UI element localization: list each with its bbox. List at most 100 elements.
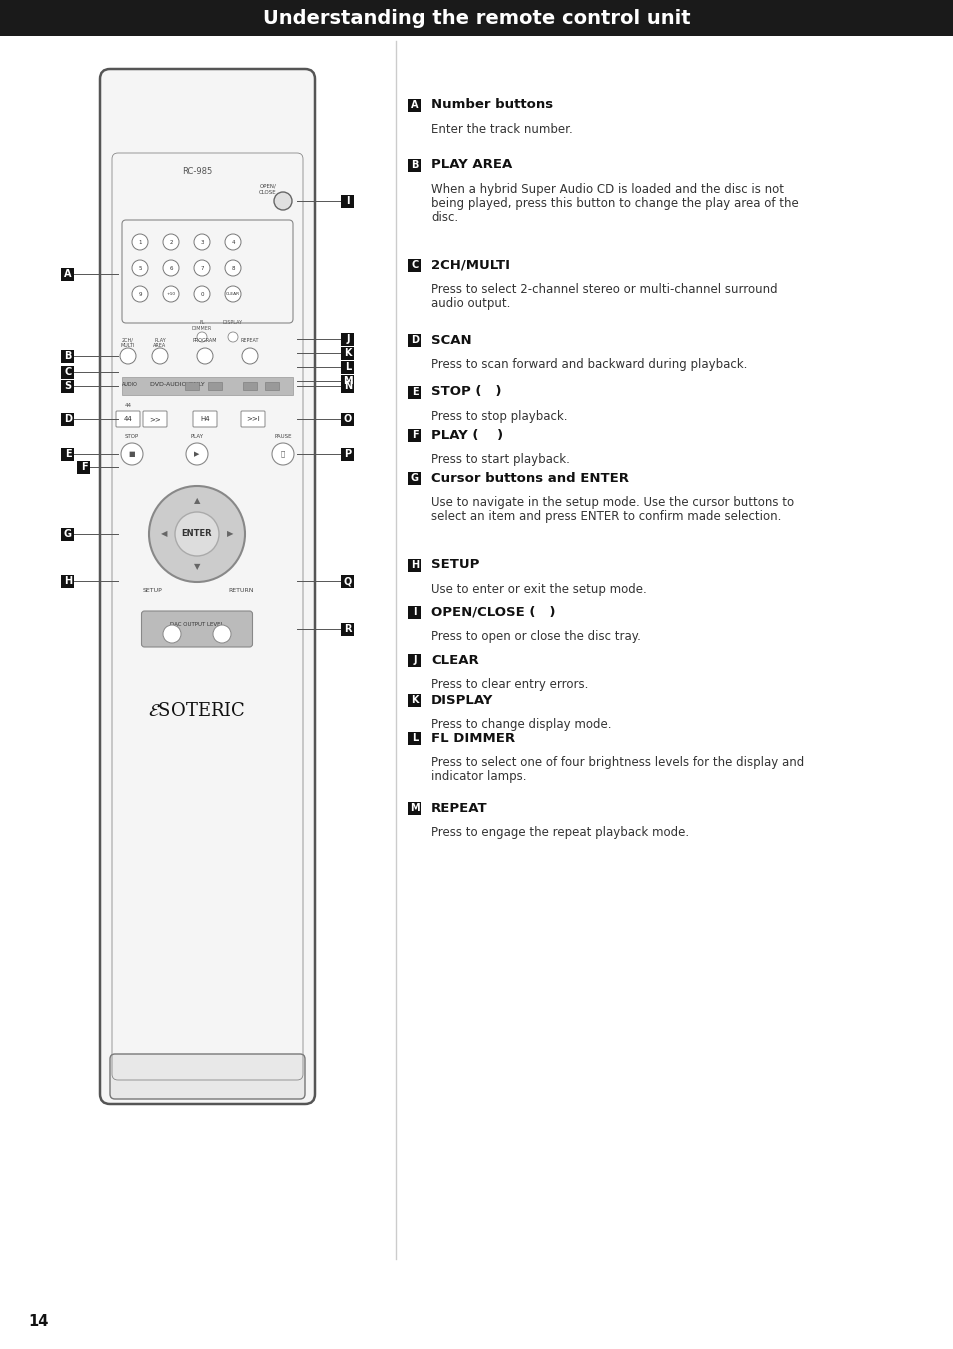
Text: select an item and press ENTER to confirm made selection.: select an item and press ENTER to confir… <box>431 510 781 523</box>
Text: DISPLAY: DISPLAY <box>431 693 493 707</box>
Text: ⏸: ⏸ <box>280 451 285 457</box>
Text: D: D <box>64 414 71 424</box>
Text: H: H <box>411 560 418 571</box>
Text: PROGRAM: PROGRAM <box>193 339 217 343</box>
Text: PLAY AREA: PLAY AREA <box>431 158 512 171</box>
Bar <box>0 0 953 36</box>
Text: CLOSE: CLOSE <box>259 190 276 196</box>
Circle shape <box>225 233 241 250</box>
Text: DAC OUTPUT LEVEL: DAC OUTPUT LEVEL <box>170 622 224 627</box>
Bar <box>341 375 355 387</box>
Text: FL DIMMER: FL DIMMER <box>431 731 515 745</box>
Bar <box>265 382 278 390</box>
Text: CLEAR: CLEAR <box>226 291 240 295</box>
Text: OPEN/CLOSE (   ): OPEN/CLOSE ( ) <box>431 606 555 618</box>
Circle shape <box>132 286 148 302</box>
Bar <box>61 366 74 379</box>
Text: L: L <box>412 733 417 743</box>
Text: AUDIO: AUDIO <box>122 383 138 387</box>
Circle shape <box>186 442 208 465</box>
Text: M: M <box>410 803 419 813</box>
Text: FL: FL <box>199 320 205 325</box>
Text: DVD-AUDIO ONLY: DVD-AUDIO ONLY <box>150 383 204 387</box>
Text: Q: Q <box>343 576 352 585</box>
Circle shape <box>193 233 210 250</box>
Text: S: S <box>65 380 71 391</box>
Text: PLAY: PLAY <box>154 339 166 343</box>
Text: MULTI: MULTI <box>121 343 135 348</box>
Bar <box>77 460 91 473</box>
Bar <box>341 413 355 425</box>
FancyBboxPatch shape <box>141 611 253 648</box>
Text: REPEAT: REPEAT <box>240 339 259 343</box>
Circle shape <box>132 233 148 250</box>
Circle shape <box>152 348 168 364</box>
Bar <box>341 332 355 345</box>
Text: Use to enter or exit the setup mode.: Use to enter or exit the setup mode. <box>431 583 646 596</box>
Text: +10: +10 <box>166 291 175 295</box>
Text: L: L <box>345 362 351 372</box>
Text: E: E <box>65 449 71 459</box>
Text: REPEAT: REPEAT <box>431 801 487 815</box>
Text: 2CH/: 2CH/ <box>122 339 133 343</box>
Text: indicator lamps.: indicator lamps. <box>431 770 526 782</box>
Text: DIMMER: DIMMER <box>192 326 212 331</box>
Bar <box>243 382 256 390</box>
Text: B: B <box>64 351 71 362</box>
Bar <box>408 693 421 707</box>
Circle shape <box>274 192 292 210</box>
Text: 3: 3 <box>200 240 204 244</box>
Text: 5: 5 <box>138 266 142 271</box>
Text: AREA: AREA <box>153 343 167 348</box>
Text: J: J <box>413 656 416 665</box>
Text: being played, press this button to change the play area of the: being played, press this button to chang… <box>431 197 798 210</box>
Text: ▲: ▲ <box>193 496 200 506</box>
Bar <box>341 379 355 393</box>
Text: RETURN: RETURN <box>228 588 253 594</box>
Text: K: K <box>344 348 352 357</box>
Text: 2: 2 <box>169 240 172 244</box>
Bar <box>341 448 355 460</box>
Text: CLEAR: CLEAR <box>431 653 478 666</box>
Bar <box>341 622 355 635</box>
Text: SCAN: SCAN <box>431 333 471 347</box>
Text: E: E <box>412 387 417 397</box>
Text: Press to clear entry errors.: Press to clear entry errors. <box>431 679 588 691</box>
FancyBboxPatch shape <box>241 411 265 428</box>
Text: Press to open or close the disc tray.: Press to open or close the disc tray. <box>431 630 640 643</box>
Text: P: P <box>344 449 352 459</box>
Text: PLAY (    ): PLAY ( ) <box>431 429 502 441</box>
Bar <box>341 360 355 374</box>
Text: ◀: ◀ <box>161 530 167 538</box>
Bar <box>408 801 421 815</box>
Text: M: M <box>343 376 353 386</box>
Circle shape <box>121 442 143 465</box>
Text: Number buttons: Number buttons <box>431 98 553 112</box>
Bar <box>341 347 355 359</box>
Text: Press to scan forward and backward during playback.: Press to scan forward and backward durin… <box>431 357 746 371</box>
Text: 44: 44 <box>124 415 132 422</box>
Circle shape <box>132 260 148 277</box>
Text: Press to stop playback.: Press to stop playback. <box>431 410 567 424</box>
FancyBboxPatch shape <box>100 69 314 1103</box>
Bar <box>408 98 421 112</box>
Text: A: A <box>411 100 418 111</box>
Text: G: G <box>411 473 418 483</box>
Text: Enter the track number.: Enter the track number. <box>431 123 572 136</box>
FancyBboxPatch shape <box>116 411 140 428</box>
Text: 0: 0 <box>200 291 204 297</box>
FancyBboxPatch shape <box>110 1054 305 1099</box>
Circle shape <box>163 233 179 250</box>
Bar <box>61 575 74 588</box>
Bar <box>122 376 293 395</box>
Text: >>I: >>I <box>246 415 259 422</box>
Text: Understanding the remote control unit: Understanding the remote control unit <box>263 8 690 27</box>
Circle shape <box>213 625 231 643</box>
Text: Press to select 2-channel stereo or multi-channel surround: Press to select 2-channel stereo or mult… <box>431 283 777 295</box>
Circle shape <box>163 625 181 643</box>
Bar <box>408 386 421 398</box>
Bar <box>408 429 421 441</box>
Text: STOP (   ): STOP ( ) <box>431 386 501 398</box>
Text: 8: 8 <box>231 266 234 271</box>
Bar <box>341 575 355 588</box>
